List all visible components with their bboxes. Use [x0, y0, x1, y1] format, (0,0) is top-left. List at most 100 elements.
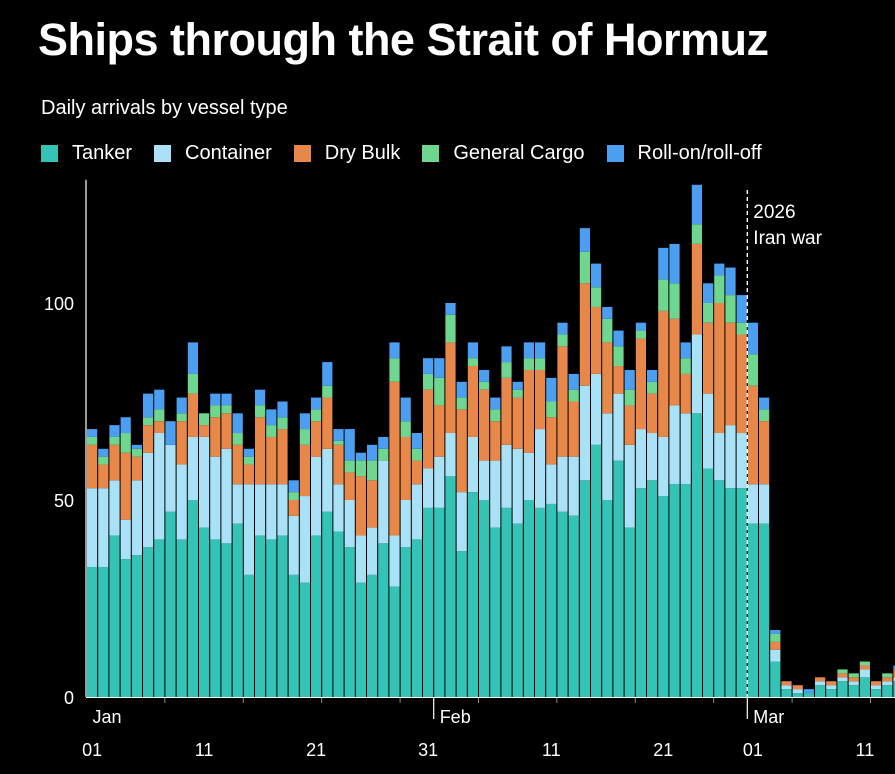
bar-segment-dry-bulk [501, 377, 512, 445]
bar-segment-container [445, 433, 456, 477]
bar-segment-container [512, 448, 523, 524]
bar-segment-tanker [747, 523, 758, 697]
bar-segment-general-cargo [512, 389, 523, 398]
bar-segment-tanker [703, 468, 714, 697]
bar-segment-tanker [120, 559, 131, 697]
bar-segment-dry-bulk [87, 444, 98, 489]
bar-segment-dry-bulk [523, 369, 534, 453]
bar-segment-dry-bulk [568, 401, 579, 457]
bar-segment-dry-bulk [725, 322, 736, 426]
bar-segment-container [187, 436, 198, 500]
bar-segment-roll-on-roll-off [389, 342, 400, 359]
bar-segment-general-cargo [400, 421, 411, 437]
bar-segment-container [378, 460, 389, 544]
bar-segment-roll-on-roll-off [747, 322, 758, 355]
bar-segment-general-cargo [669, 283, 680, 319]
bar-segment-dry-bulk [602, 342, 613, 414]
bar-segment-dry-bulk [848, 677, 859, 682]
bar-segment-container [759, 484, 770, 524]
bar-segment-tanker [187, 500, 198, 697]
legend-label-roll-on-roll-off: Roll-on/roll-off [637, 142, 762, 164]
bar-segment-general-cargo [176, 413, 187, 422]
bar-segment-tanker [815, 685, 826, 697]
legend-swatch-tanker [41, 145, 58, 162]
bar-segment-container [691, 334, 702, 414]
month-label: Feb [440, 707, 471, 727]
bar-segment-container [109, 480, 120, 536]
legend-label-dry-bulk: Dry Bulk [324, 142, 401, 164]
bar-segment-container [568, 456, 579, 516]
bar-segment-roll-on-roll-off [243, 448, 254, 457]
bar-segment-dry-bulk [98, 464, 109, 489]
x-tick-label: 31 [418, 740, 438, 760]
bar-segment-container [255, 484, 266, 536]
bar-segment-general-cargo [568, 389, 579, 402]
bar-segment-general-cargo [725, 295, 736, 323]
bar-segment-container [311, 456, 322, 536]
bar-segment-dry-bulk [703, 322, 714, 394]
bar-segment-container [501, 444, 512, 508]
bar-segment-general-cargo [479, 381, 490, 390]
bar-segment-roll-on-roll-off [400, 397, 411, 422]
bar-segment-general-cargo [770, 633, 781, 642]
bar-segment-dry-bulk [736, 334, 747, 434]
bar-segment-tanker [848, 685, 859, 697]
bar-segment-container [859, 669, 870, 678]
x-tick-label: 01 [743, 740, 763, 760]
bar-segment-tanker [647, 480, 658, 697]
bar-segment-container [747, 484, 758, 524]
bar-segment-container [479, 460, 490, 500]
bar-segment-dry-bulk [557, 346, 568, 457]
bar-segment-general-cargo [837, 669, 848, 674]
bar-segment-roll-on-roll-off [803, 689, 814, 694]
bar-segment-tanker [131, 555, 142, 697]
bar-segment-dry-bulk [344, 472, 355, 500]
bar-segment-container [199, 436, 210, 528]
bar-segment-tanker [423, 507, 434, 697]
bar-segment-dry-bulk [154, 421, 165, 434]
bar-segment-container [87, 488, 98, 567]
bar-segment-dry-bulk [311, 421, 322, 457]
bar-segment-tanker [322, 511, 333, 697]
x-tick-label: 11 [856, 740, 875, 760]
bar-segment-dry-bulk [288, 500, 299, 516]
bar-segment-roll-on-roll-off [143, 393, 154, 418]
bar-segment-general-cargo [423, 373, 434, 390]
bar-segment-tanker [490, 527, 501, 697]
bar-segment-container [266, 484, 277, 540]
bar-segment-general-cargo [602, 318, 613, 343]
bar-segment-dry-bulk [243, 464, 254, 485]
bar-segment-tanker [467, 492, 478, 697]
bar-segment-dry-bulk [400, 436, 411, 500]
bar-segment-roll-on-roll-off [736, 295, 747, 323]
bar-segment-roll-on-roll-off [299, 413, 310, 430]
bar-segment-container [120, 519, 131, 560]
bar-segment-roll-on-roll-off [893, 665, 895, 670]
bar-segment-tanker [871, 689, 882, 697]
bar-segment-dry-bulk [635, 338, 646, 430]
bar-segment-dry-bulk [456, 409, 467, 493]
bar-segment-roll-on-roll-off [266, 409, 277, 426]
bar-segment-general-cargo [523, 358, 534, 370]
bar-segment-tanker [299, 582, 310, 697]
bar-segment-dry-bulk [546, 417, 557, 465]
bar-segment-tanker [859, 677, 870, 697]
bar-segment-general-cargo [635, 330, 646, 339]
bar-segment-roll-on-roll-off [333, 429, 344, 441]
bar-segment-container [792, 689, 803, 694]
bar-segment-roll-on-roll-off [423, 358, 434, 374]
bar-segment-dry-bulk [131, 456, 142, 481]
bar-segment-roll-on-roll-off [691, 184, 702, 225]
bar-segment-roll-on-roll-off [344, 429, 355, 461]
bar-segment-container [277, 484, 288, 536]
bar-segment-roll-on-roll-off [277, 401, 288, 418]
bar-segment-general-cargo [322, 385, 333, 398]
bar-segment-container [299, 496, 310, 583]
bar-segment-general-cargo [232, 433, 243, 445]
bar-segment-general-cargo [579, 251, 590, 284]
bar-segment-tanker [658, 496, 669, 697]
bar-segment-tanker [333, 531, 344, 697]
bar-segment-general-cargo [714, 275, 725, 303]
bar-segment-tanker [669, 484, 680, 697]
chart-title: Ships through the Strait of Hormuz [38, 14, 769, 65]
